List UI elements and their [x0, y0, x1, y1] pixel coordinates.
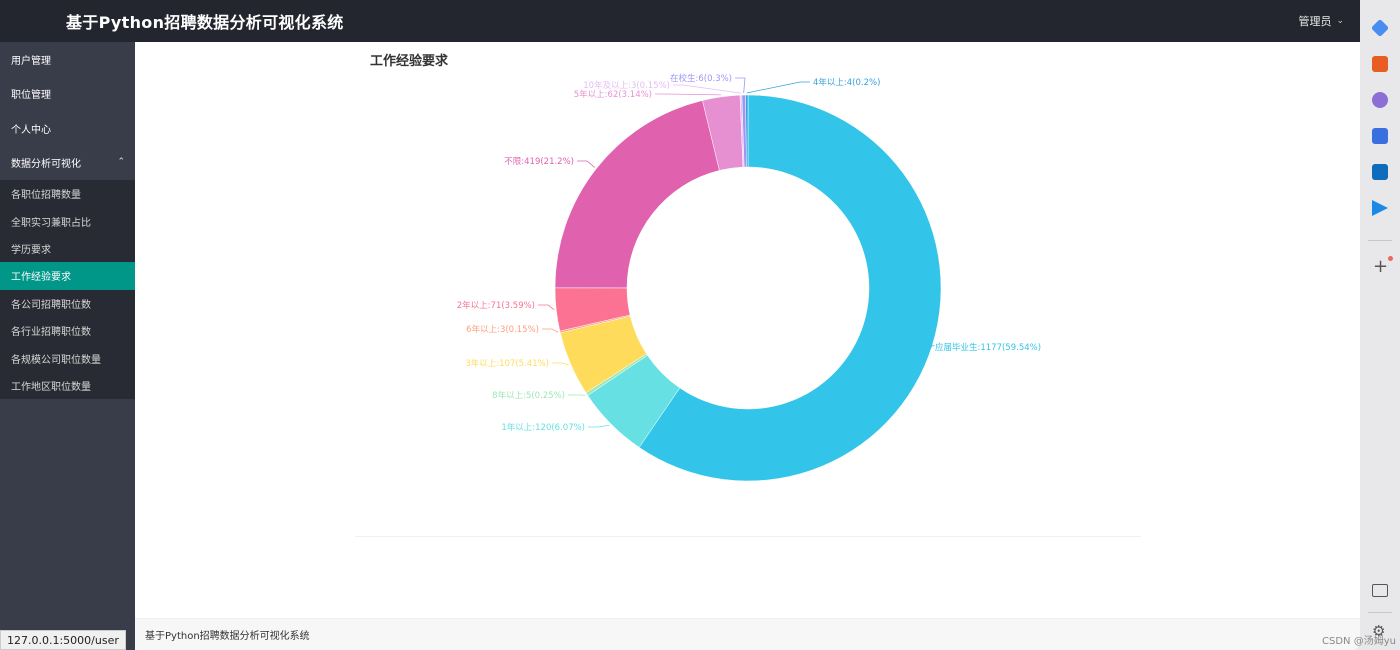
sidebar-item-user-management[interactable]: 用户管理 — [0, 42, 135, 77]
donut-data-label: 8年以上:5(0.25%) — [492, 390, 565, 401]
footer: 基于Python招聘数据分析可视化系统 — [135, 618, 1360, 650]
watermark: CSDN @汤姆yu — [1322, 636, 1396, 647]
donut-label-line — [588, 424, 610, 428]
gear-icon[interactable]: ⚙ — [1372, 622, 1386, 640]
sidebar-item-label: 个人中心 — [11, 124, 51, 136]
donut-data-label: 1年以上:120(6.07%) — [501, 422, 585, 433]
sidebar-item-label: 数据分析可视化 — [11, 159, 81, 171]
sidebar-item-label: 用户管理 — [11, 55, 51, 67]
sidebar: 用户管理 职位管理 个人中心 数据分析可视化 ⌃ 各职位招聘数量 全职实习兼职占… — [0, 42, 135, 650]
donut-chart: 应届毕业生:1177(59.54%) 1年以上:120(6.07%) 8年以上:5(… — [457, 73, 1041, 482]
donut-label-line — [577, 160, 596, 168]
submenu-item-label: 全职实习兼职占比 — [11, 217, 91, 229]
submenu-item-job-type-ratio[interactable]: 全职实习兼职占比 — [0, 207, 135, 234]
submenu-item-label: 各公司招聘职位数 — [11, 299, 91, 311]
submenu-item-label: 工作地区职位数量 — [11, 381, 91, 393]
donut-slice[interactable] — [554, 100, 720, 289]
sidebar-item-job-management[interactable]: 职位管理 — [0, 77, 135, 112]
chevron-up-icon: ⌃ — [117, 156, 125, 167]
donut-label-line — [735, 77, 746, 94]
content-divider — [355, 536, 1141, 537]
submenu-item-company-counts[interactable]: 各公司招聘职位数 — [0, 290, 135, 317]
donut-label-line — [655, 93, 721, 96]
send-icon[interactable] — [1372, 200, 1388, 216]
add-icon[interactable]: + — [1373, 256, 1389, 277]
people-icon[interactable] — [1372, 92, 1388, 108]
donut-data-label: 6年以上:3(0.15%) — [466, 324, 539, 335]
submenu-item-label: 各规模公司职位数量 — [11, 354, 101, 366]
donut-label-line — [921, 345, 935, 348]
user-menu[interactable]: 管理员 ⌄ — [1298, 0, 1344, 42]
donut-data-label: 3年以上:107(5.41%) — [465, 358, 549, 369]
donut-data-label: 应届毕业生:1177(59.54%) — [935, 342, 1041, 353]
submenu-item-job-counts[interactable]: 各职位招聘数量 — [0, 180, 135, 207]
donut-slice[interactable] — [638, 94, 942, 482]
donut-data-label: 不限:419(21.2%) — [504, 157, 574, 167]
submenu-item-industry-counts[interactable]: 各行业招聘职位数 — [0, 317, 135, 344]
donut-label-line — [538, 304, 555, 311]
donut-data-label: 在校生:6(0.3%) — [670, 73, 732, 84]
submenu-item-experience[interactable]: 工作经验要求 — [0, 262, 135, 290]
copilot-icon[interactable] — [1372, 128, 1388, 144]
submenu-item-label: 各行业招聘职位数 — [11, 327, 91, 339]
main-content: 工作经验要求 应届毕业生:1177(59.54%) 1年以上:120(6.07%)… — [135, 42, 1360, 618]
donut-data-label: 4年以上:4(0.2%) — [813, 77, 880, 88]
donut-label-line — [552, 362, 569, 366]
donut-label-line — [542, 328, 559, 333]
outlook-icon[interactable] — [1372, 164, 1388, 180]
browser-status-url: 127.0.0.1:5000/user — [0, 630, 126, 650]
app-window: 基于Python招聘数据分析可视化系统 管理员 ⌄ 用户管理 职位管理 个人中心… — [0, 0, 1360, 650]
donut-data-label: 5年以上:62(3.14%) — [574, 89, 652, 100]
chart-title: 工作经验要求 — [370, 54, 449, 69]
screenshot-icon[interactable] — [1372, 584, 1388, 597]
submenu-item-label: 工作经验要求 — [11, 272, 71, 284]
submenu-item-company-size[interactable]: 各规模公司职位数量 — [0, 344, 135, 371]
sidebar-submenu: 各职位招聘数量 全职实习兼职占比 学历要求 工作经验要求 各公司招聘职位数 各行… — [0, 180, 135, 400]
donut-slice[interactable] — [745, 94, 749, 168]
donut-data-label: 10年及以上:3(0.15%) — [583, 80, 670, 91]
chevron-down-icon: ⌄ — [1336, 16, 1344, 26]
donut-label-line — [673, 84, 741, 94]
sidebar-item-label: 职位管理 — [11, 90, 51, 102]
footer-text: 基于Python招聘数据分析可视化系统 — [145, 631, 310, 642]
donut-data-label: 2年以上:71(3.59%) — [457, 300, 535, 311]
donut-label-line — [746, 81, 810, 94]
tag-icon[interactable] — [1370, 18, 1390, 38]
sidebar-item-profile[interactable]: 个人中心 — [0, 111, 135, 146]
submenu-item-education[interactable]: 学历要求 — [0, 235, 135, 262]
notification-dot-icon — [1388, 256, 1393, 261]
user-name: 管理员 — [1298, 15, 1332, 28]
side-panel-divider — [1368, 612, 1392, 613]
submenu-item-label: 各职位招聘数量 — [11, 190, 81, 202]
toolbox-icon[interactable] — [1372, 56, 1388, 72]
submenu-item-label: 学历要求 — [11, 244, 51, 256]
sidebar-item-data-visualization[interactable]: 数据分析可视化 ⌃ — [0, 146, 135, 181]
submenu-item-region-counts[interactable]: 工作地区职位数量 — [0, 372, 135, 399]
app-title: 基于Python招聘数据分析可视化系统 — [66, 13, 344, 32]
side-panel-divider — [1368, 240, 1392, 241]
browser-side-panel: + ⚙ — [1360, 0, 1400, 650]
top-header: 基于Python招聘数据分析可视化系统 管理员 ⌄ — [0, 0, 1360, 42]
